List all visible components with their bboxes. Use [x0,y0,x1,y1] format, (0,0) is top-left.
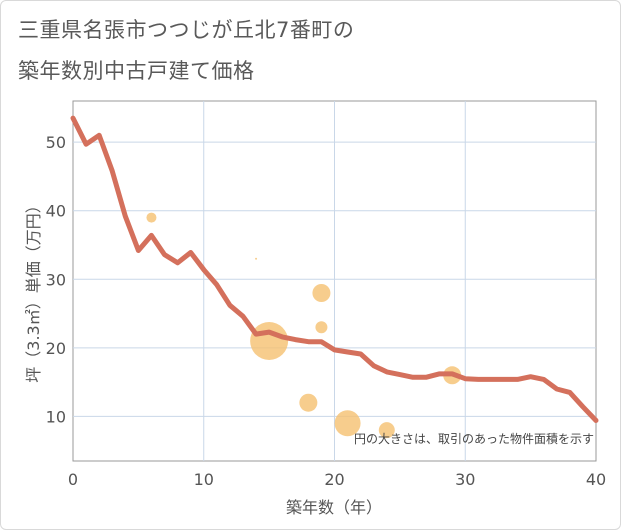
data-bubble [255,257,258,260]
tick-labels: 0 10 20 30 40 10 20 30 40 50 [46,133,607,489]
y-tick-label: 20 [46,339,66,358]
chart-title-line2: 築年数別中古戸建て価格 [18,59,255,83]
grid [73,101,596,461]
series-line [70,115,599,423]
data-bubble [312,284,331,302]
y-axis-label: 坪（3.3㎡）単価（万円） [24,197,43,382]
series-lines [70,115,599,423]
y-tick-label: 50 [46,133,66,152]
data-bubble [334,410,361,437]
y-tick-label: 30 [46,270,66,289]
data-bubble [378,422,395,439]
y-tick-label: 10 [46,407,66,426]
chart-title-line1: 三重県名張市つつじが丘北7番町の [18,18,355,42]
x-tick-label: 30 [455,470,475,489]
x-axis-label: 築年数（年） [286,498,382,517]
x-tick-label: 0 [68,470,78,489]
bubbles [146,212,462,439]
x-tick-label: 10 [194,470,214,489]
x-tick-label: 20 [324,470,344,489]
bubble-size-note: 円の大きさは、取引のあった物件面積を示す [354,431,594,446]
x-tick-label: 40 [586,470,606,489]
data-bubble [250,322,289,360]
data-bubble [146,212,157,223]
data-bubble [299,393,318,412]
y-tick-label: 40 [46,202,66,221]
data-bubble [315,321,328,334]
